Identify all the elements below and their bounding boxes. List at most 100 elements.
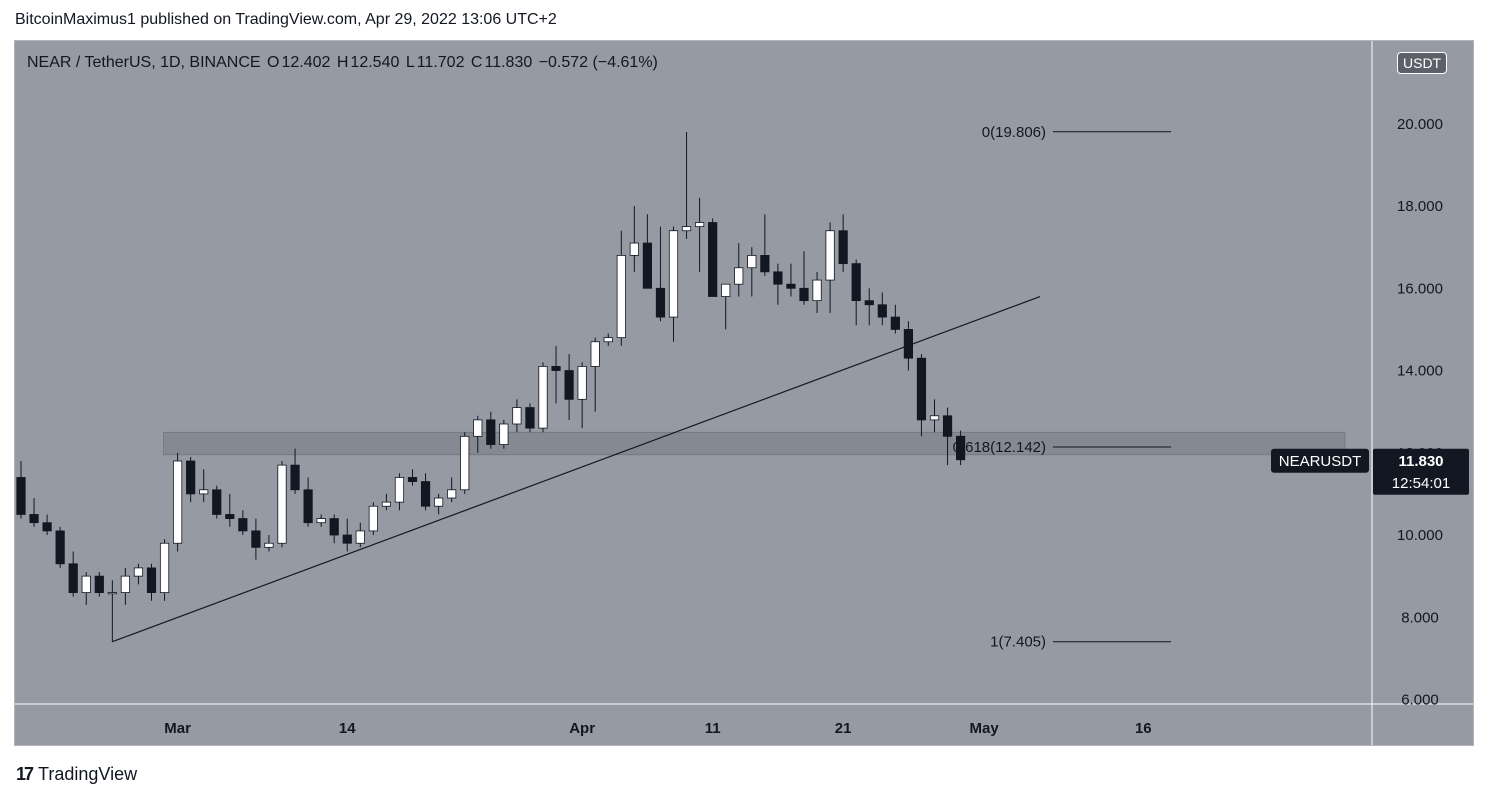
candle-body	[55, 530, 65, 565]
trendline	[112, 295, 1041, 643]
candle-body	[668, 230, 679, 318]
candle-body	[107, 592, 117, 595]
candle-body	[199, 489, 209, 495]
time-tick-label: Apr	[569, 720, 595, 737]
candle-body	[603, 337, 613, 343]
candle-body	[172, 460, 183, 544]
candle-body	[486, 419, 496, 445]
price-tick-label: 8.000	[1401, 609, 1439, 626]
candle-body	[877, 304, 887, 318]
candle-body	[616, 255, 626, 339]
time-tick-label: Mar	[164, 720, 191, 737]
candle-body	[251, 530, 261, 548]
candle-body	[473, 419, 483, 437]
chart-area[interactable]: 0(19.806) 0.618(12.142) 1(7.405) 20.000 18.…	[14, 40, 1474, 746]
last-price-tag	[1373, 448, 1469, 495]
candle-body	[838, 230, 848, 265]
time-tick-label: 14	[339, 720, 356, 737]
time-tick-label: May	[969, 720, 999, 737]
candle-body	[499, 423, 509, 445]
symbol-header: NEAR / TetherUS, 1D, BINANCE O 12.402 H 12…	[27, 54, 660, 72]
candle-body	[381, 501, 392, 507]
candle-body	[890, 316, 900, 330]
candle-body	[238, 518, 248, 532]
close-label: C	[470, 54, 483, 71]
candle-body	[433, 497, 444, 507]
currency-badge[interactable]: USDT	[1397, 52, 1448, 74]
candle-body	[394, 477, 405, 503]
candle-body	[916, 357, 927, 421]
candle-body	[277, 464, 287, 544]
candle-body	[942, 415, 953, 437]
tradingview-logo-icon: 17	[16, 764, 34, 784]
candle-body	[407, 477, 418, 482]
open-label: O	[267, 54, 280, 71]
price-tick-label: 18.000	[1397, 198, 1443, 215]
time-tick-label: 11	[705, 720, 721, 737]
symbol-price-tag	[1271, 448, 1369, 473]
candle-body	[146, 567, 157, 593]
time-tick-label: 21	[835, 720, 852, 737]
fib-level-label: 0(19.806)	[982, 124, 1046, 141]
footer-brand: TradingView	[38, 764, 138, 784]
candle-body	[94, 575, 104, 593]
candle-body	[29, 514, 39, 524]
candle-body	[551, 366, 561, 371]
candle-body	[799, 287, 809, 302]
high-label: H	[336, 54, 349, 71]
candle-body	[747, 255, 757, 269]
candle-body	[642, 242, 653, 289]
low-label: L	[405, 54, 415, 71]
candle-body	[355, 530, 365, 544]
symbol-tag-label: NEARUSDT	[1279, 453, 1362, 470]
footer-logo[interactable]: 17 TradingView	[16, 764, 137, 785]
candle-body	[564, 370, 574, 400]
candle-body	[342, 534, 352, 544]
candle-body	[68, 563, 78, 593]
candle-body	[629, 242, 639, 256]
price-tick-label: 6.000	[1401, 692, 1439, 709]
candle-body	[708, 222, 718, 297]
candle-body	[655, 287, 666, 318]
candle-body	[577, 366, 587, 400]
candle-body	[773, 271, 783, 285]
price-tick-label: 16.000	[1397, 280, 1443, 297]
high-value: 12.540	[350, 54, 400, 71]
time-tick-label: 16	[1135, 720, 1152, 737]
candle-body	[525, 407, 535, 429]
candle-body	[956, 435, 966, 461]
candle-body	[460, 435, 470, 491]
change-value: −0.572 (−4.61%)	[538, 54, 658, 71]
support-zone	[163, 431, 1346, 456]
publisher-line: BitcoinMaximus1 published on TradingView…	[15, 11, 557, 28]
price-tick-label: 14.000	[1397, 363, 1443, 380]
candle-body	[695, 222, 705, 228]
candle-body	[538, 366, 548, 429]
candle-body	[760, 255, 770, 273]
candle-body	[734, 267, 744, 285]
candle-body	[120, 575, 130, 593]
candle-body	[721, 283, 731, 297]
candle-body	[420, 481, 431, 507]
price-tick-label: 20.000	[1397, 116, 1443, 133]
low-value: 11.702	[416, 54, 465, 71]
candle-body	[264, 542, 274, 548]
candle-body	[133, 567, 144, 577]
candle-body	[512, 407, 522, 425]
chart-svg[interactable]: 0(19.806) 0.618(12.142) 1(7.405) 20.000 18.…	[15, 41, 1473, 745]
open-value: 12.402	[281, 54, 331, 71]
candle-body	[329, 518, 339, 536]
candle-body	[825, 230, 835, 281]
candle-body	[225, 514, 235, 519]
fib-level-label: 1(7.405)	[990, 634, 1046, 651]
candle-body	[681, 226, 692, 232]
price-tick-label: 10.000	[1397, 527, 1443, 544]
candle-body	[851, 263, 861, 302]
candle-body	[303, 489, 313, 524]
candle-body	[81, 575, 91, 593]
candle-body	[16, 477, 26, 515]
candle-body	[786, 283, 796, 289]
candle-body	[290, 464, 300, 491]
candle-body	[212, 489, 222, 515]
candle-body	[368, 505, 378, 532]
